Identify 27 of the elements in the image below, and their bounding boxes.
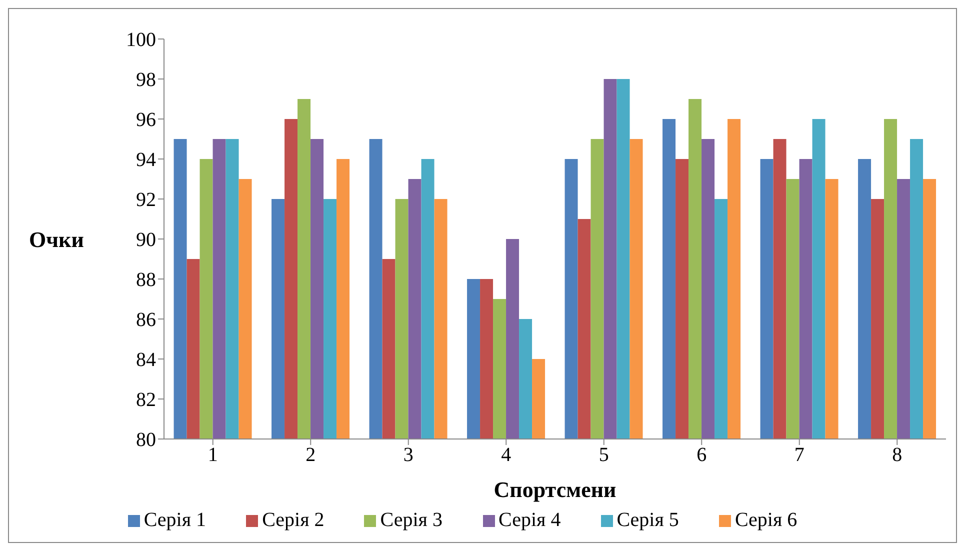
y-tick-label: 82: [136, 389, 156, 412]
y-tick-label: 90: [136, 229, 156, 252]
x-tick-label: 5: [598, 444, 609, 466]
y-tick-label: 92: [136, 189, 156, 212]
x-tick-label: 7: [794, 444, 804, 466]
x-tick-label: 4: [501, 444, 512, 466]
y-tick-label: 88: [136, 269, 156, 292]
y-tick-label: 84: [136, 349, 156, 372]
x-tick-label: 6: [696, 444, 707, 466]
legend-label: Серія 3: [380, 509, 442, 531]
x-tick-label: 1: [208, 444, 218, 466]
y-tick-label: 98: [136, 69, 156, 92]
y-tick-label: 94: [136, 149, 156, 172]
y-tick-label: 96: [136, 109, 156, 132]
y-tick-label: 100: [126, 29, 156, 52]
legend-label: Серія 5: [616, 509, 679, 531]
legend-label: Серія 6: [734, 509, 798, 531]
y-axis-title: Очки: [29, 226, 84, 252]
x-tick-label: 2: [306, 444, 316, 466]
x-axis-title: Спортсмени: [494, 477, 617, 502]
legend-label: Серія 4: [498, 509, 561, 531]
legend-label: Серія 1: [144, 509, 206, 531]
legend-label: Серія 2: [262, 509, 324, 531]
x-tick-label: 3: [403, 444, 414, 466]
y-tick-label: 86: [136, 309, 156, 332]
x-tick-label: 8: [892, 444, 902, 466]
y-tick-label: 80: [136, 429, 156, 452]
